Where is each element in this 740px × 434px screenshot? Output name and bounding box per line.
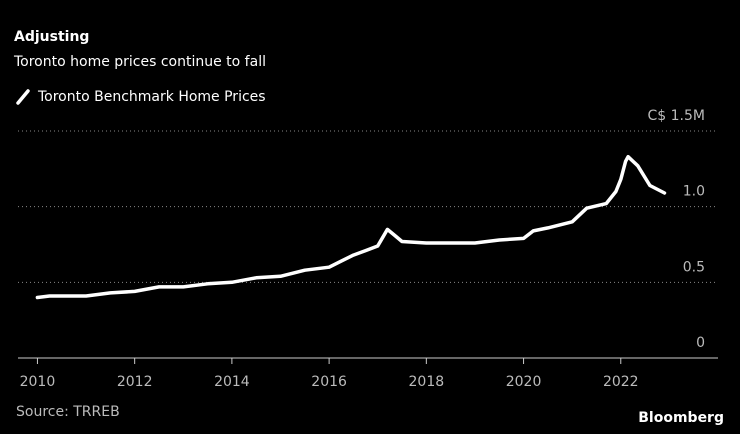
- legend-label: Toronto Benchmark Home Prices: [37, 89, 266, 105]
- source: Source: TRREB: [16, 404, 120, 420]
- x-tick-label: 2020: [506, 374, 542, 390]
- y-tick-label: 1.0: [683, 184, 705, 200]
- x-tick-label: 2018: [409, 374, 445, 390]
- line: [35, 154, 667, 300]
- legend-swatch: [16, 89, 30, 105]
- x-tick-label: 2010: [20, 374, 56, 390]
- y-tick-label: C$ 1.5M: [648, 108, 705, 124]
- chart-subtitle: Toronto home prices continue to fall: [13, 54, 266, 70]
- x-tick-label: 2022: [603, 374, 639, 390]
- y-tick-label: 0: [696, 335, 705, 351]
- x-tick-label: 2014: [214, 374, 250, 390]
- chart-title: Adjusting: [14, 29, 89, 45]
- x-tick-label: 2012: [117, 374, 153, 390]
- brand: Bloomberg: [638, 410, 724, 426]
- y-tick-label: 0.5: [683, 259, 705, 275]
- x-tick-label: 2016: [311, 374, 347, 390]
